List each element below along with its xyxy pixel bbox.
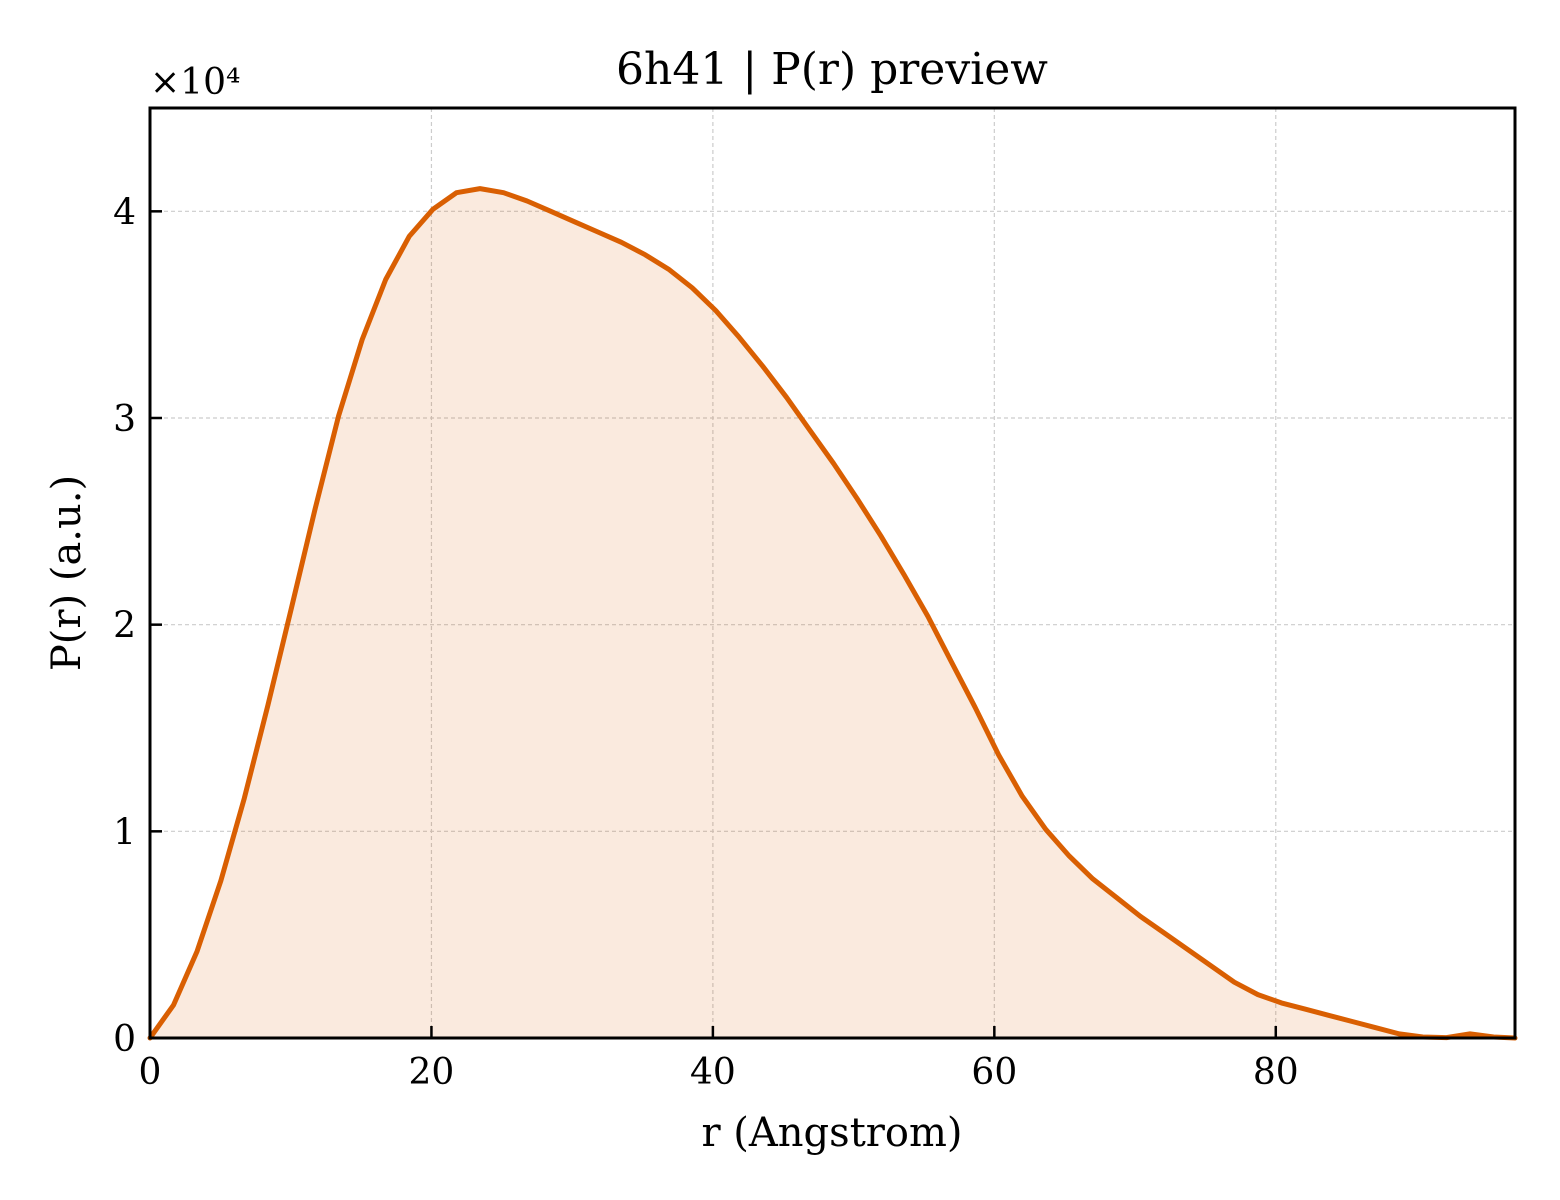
pr-series-line [147,186,1518,1041]
x-tick-label: 0 [139,1052,162,1093]
x-axis-ticks: 0 20 40 60 80 [139,1026,1299,1093]
plot-frame [148,106,1517,1040]
chart-title: 6h41 | P(r) preview [616,44,1048,95]
y-axis-ticks: 0 1 2 3 4 [113,192,162,1060]
pr-area-fill [150,188,1515,1039]
y-tick-label: 4 [113,192,136,233]
y-multiplier-label: ×10⁴ [150,62,240,103]
y-tick-label: 0 [113,1019,136,1060]
y-tick-label: 3 [113,399,136,440]
x-tick-label: 80 [1253,1052,1299,1093]
x-axis-label: r (Angstrom) [701,1110,962,1156]
x-tick-label: 20 [409,1052,455,1093]
x-tick-label: 40 [690,1052,736,1093]
y-axis-label: P(r) (a.u.) [44,475,90,671]
x-tick-label: 60 [971,1052,1017,1093]
y-tick-label: 1 [113,812,136,853]
grid-lines [150,108,1515,1038]
y-tick-label: 2 [113,606,136,647]
